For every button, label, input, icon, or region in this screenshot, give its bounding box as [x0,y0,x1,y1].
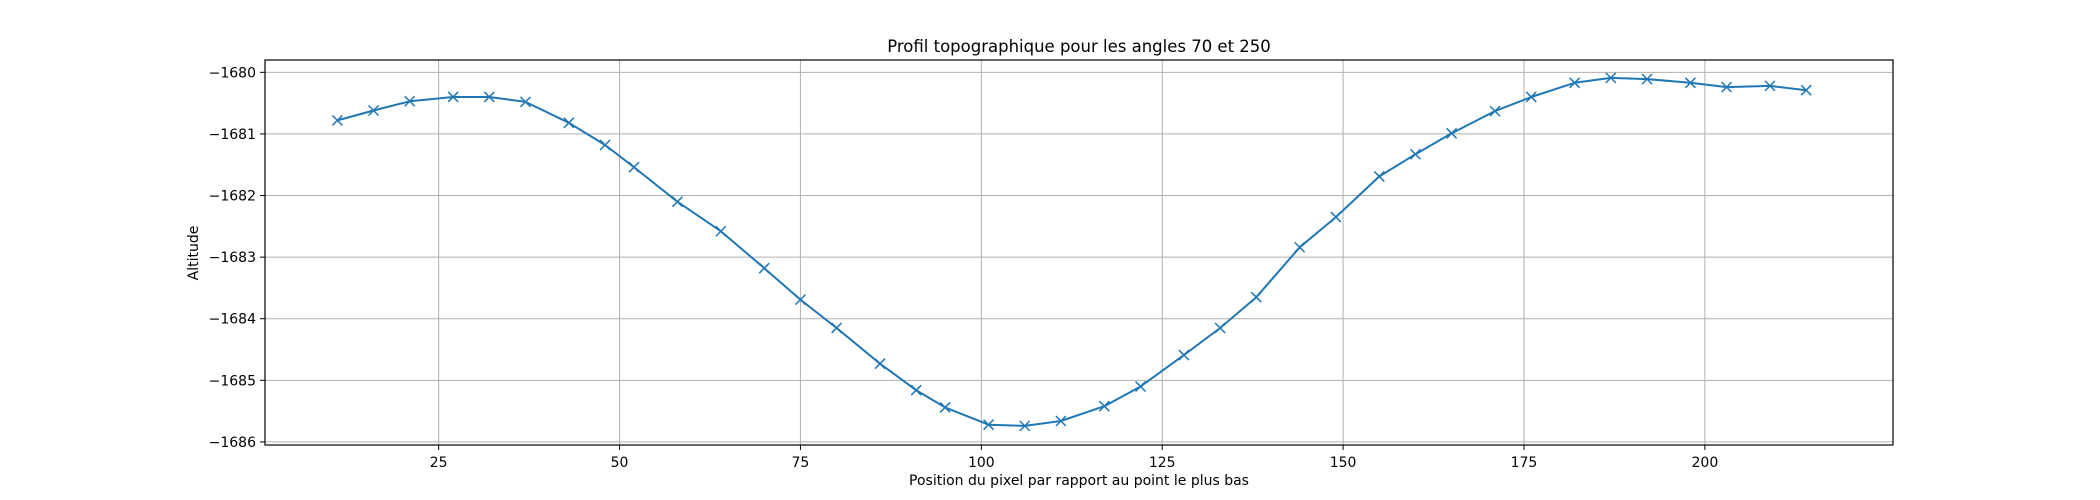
x-tick-label: 75 [792,455,810,471]
y-tick-label: −1680 [209,65,256,81]
data-point-marker [1641,73,1653,85]
data-point-marker [910,384,922,396]
data-point-marker [368,104,380,117]
x-axis-label: Position du pixel par rapport au point l… [909,473,1249,489]
data-point-marker [1409,148,1421,160]
data-point-marker [331,114,343,126]
y-axis-label: Altitude [186,226,202,281]
y-tick-label: −1683 [209,250,256,266]
x-tick-label: 25 [430,455,448,471]
chart-title: Profil topographique pour les angles 70 … [887,37,1271,56]
series-layer [331,72,1812,432]
data-point-marker [874,358,886,370]
data-point-marker [599,139,611,151]
data-point-marker [1250,291,1262,303]
data-point-marker [1214,322,1226,334]
data-point-marker [671,196,683,208]
x-tick-label: 100 [968,455,995,471]
markers-layer [331,72,1812,432]
data-point-marker [715,225,727,237]
y-tick-label: −1686 [209,435,256,451]
data-point-marker [519,96,532,108]
data-point-marker [758,262,770,274]
data-point-marker [1055,415,1067,427]
data-point-marker [1446,127,1458,139]
y-tick-label: −1684 [209,312,256,328]
y-tick-label: −1682 [209,189,256,205]
data-point-marker [1525,91,1537,103]
data-point-marker [1489,105,1501,117]
data-point-marker [1569,77,1581,89]
series-line [337,76,1807,427]
data-point-marker [1294,241,1306,253]
data-point-marker [404,95,416,107]
plot-frame [264,59,1894,446]
data-point-marker [1721,81,1733,93]
data-point-marker [939,401,951,413]
data-point-marker [1764,80,1776,92]
data-point-marker [1098,400,1110,412]
data-point-marker [1373,170,1385,182]
data-point-marker [794,294,806,306]
grid [265,60,1893,445]
data-point-marker [1605,72,1617,84]
y-tick-label: −1681 [209,127,256,143]
data-point-marker [1019,420,1031,432]
data-point-marker [983,419,995,431]
ticks-layer: 25 50 75 100 125 150 175 200 −1680 −1681 −1682 −168… [209,65,1719,471]
data-point-marker [1178,349,1190,361]
data-point-marker [628,161,640,173]
data-point-marker [447,91,459,103]
x-tick-label: 175 [1511,455,1538,471]
data-point-marker [563,117,575,129]
data-point-marker [831,322,843,334]
data-point-marker [1800,84,1812,96]
data-point-marker [1134,380,1147,393]
y-tick-label: −1685 [209,373,256,389]
data-point-marker [1684,77,1696,89]
x-tick-label: 200 [1692,455,1719,471]
x-tick-label: 125 [1149,455,1176,471]
data-point-marker [1330,211,1342,223]
x-tick-label: 150 [1330,455,1357,471]
data-point-marker [483,91,495,103]
x-tick-label: 50 [611,455,629,471]
